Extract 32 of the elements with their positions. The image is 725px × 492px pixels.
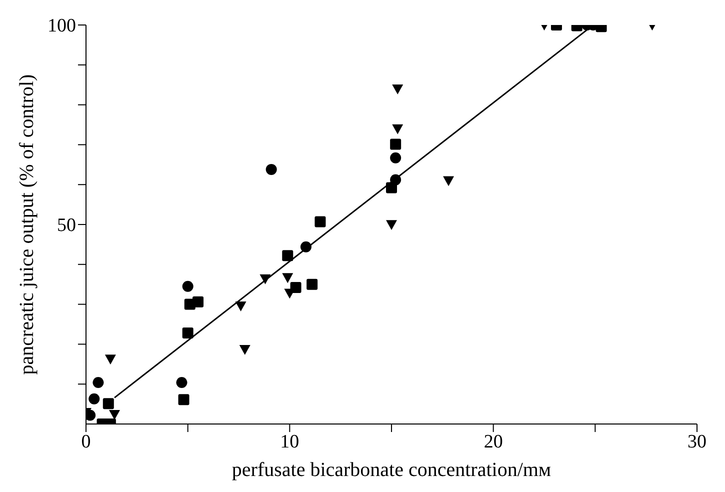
point [192, 296, 204, 308]
point [102, 398, 114, 410]
point [386, 220, 397, 230]
x-tick-label: 20 [484, 431, 503, 452]
point [392, 124, 404, 134]
point [182, 280, 194, 292]
point [182, 328, 194, 339]
point [386, 182, 397, 194]
point [392, 84, 404, 94]
point [239, 344, 250, 355]
point [109, 410, 120, 420]
point [266, 164, 277, 175]
y-tick-label: 100 [48, 16, 76, 37]
y-tick-label: 50 [57, 215, 76, 236]
point [306, 278, 318, 290]
x-tick-label: 10 [280, 431, 300, 452]
x-axis-title: perfusate bicarbonate concentration/mᴍ [232, 459, 552, 481]
x-tick-label: 30 [688, 431, 706, 452]
point [176, 377, 188, 388]
point [390, 152, 402, 164]
y-axis-title: pancreatic juice output (% of control) [16, 74, 38, 375]
point [178, 394, 190, 406]
point [443, 176, 454, 186]
point [282, 273, 294, 284]
point [92, 377, 104, 388]
point [88, 393, 100, 404]
x-tick-label: 0 [81, 431, 91, 452]
point [282, 250, 294, 262]
point [390, 138, 402, 150]
point [104, 354, 116, 364]
point [314, 216, 326, 228]
point [235, 301, 246, 312]
